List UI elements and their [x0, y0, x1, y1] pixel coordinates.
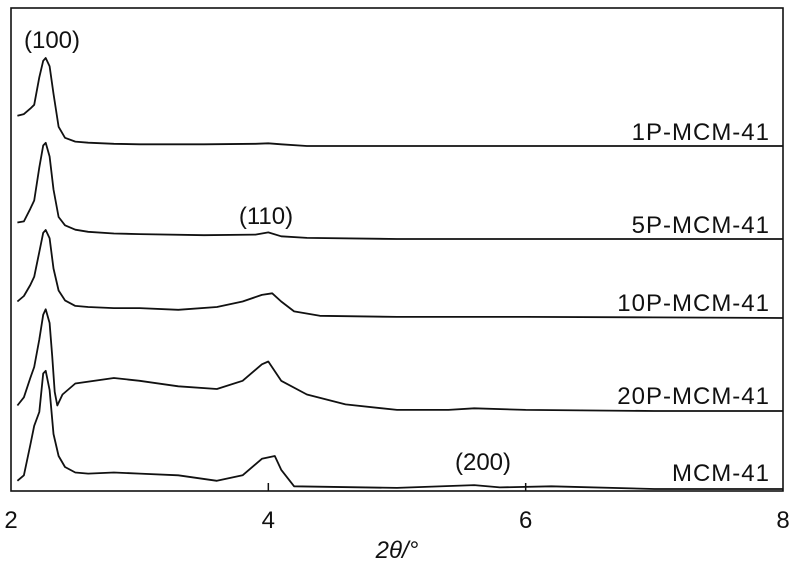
- peak-label-100: (100): [24, 27, 80, 54]
- x-tick-label-8: 8: [776, 507, 789, 534]
- x-tick-label-4: 4: [262, 507, 275, 534]
- series-labels-group: 1P-MCM-41 5P-MCM-41 10P-MCM-41 20P-MCM-41 MC…: [617, 119, 770, 487]
- series-label-20p-mcm-41: 20P-MCM-41: [617, 383, 770, 410]
- curve-1p-mcm-41: [17, 57, 783, 147]
- series-label-10p-mcm-41: 10P-MCM-41: [617, 290, 770, 317]
- peak-label-200: (200): [455, 449, 511, 476]
- series-label-5p-mcm-41: 5P-MCM-41: [632, 212, 770, 239]
- x-tick-label-2: 2: [4, 507, 17, 534]
- series-label-1p-mcm-41: 1P-MCM-41: [632, 119, 770, 146]
- curves-group: [16, 57, 784, 490]
- curve-20p-mcm-41: [16, 308, 783, 412]
- ticks-group: 2 4 6 8: [4, 483, 790, 534]
- peak-label-110: (110): [239, 203, 293, 230]
- annotations-group: (100) (110) (200): [24, 27, 511, 476]
- curve-mcm-41: [16, 369, 783, 490]
- curve-10p-mcm-41: [16, 229, 784, 319]
- x-axis-title: 2θ/°: [375, 537, 419, 564]
- series-label-mcm-41: MCM-41: [672, 460, 770, 487]
- x-tick-label-6: 6: [519, 507, 532, 534]
- curve-5p-mcm-41: [17, 141, 783, 240]
- plot-frame: [10, 7, 784, 492]
